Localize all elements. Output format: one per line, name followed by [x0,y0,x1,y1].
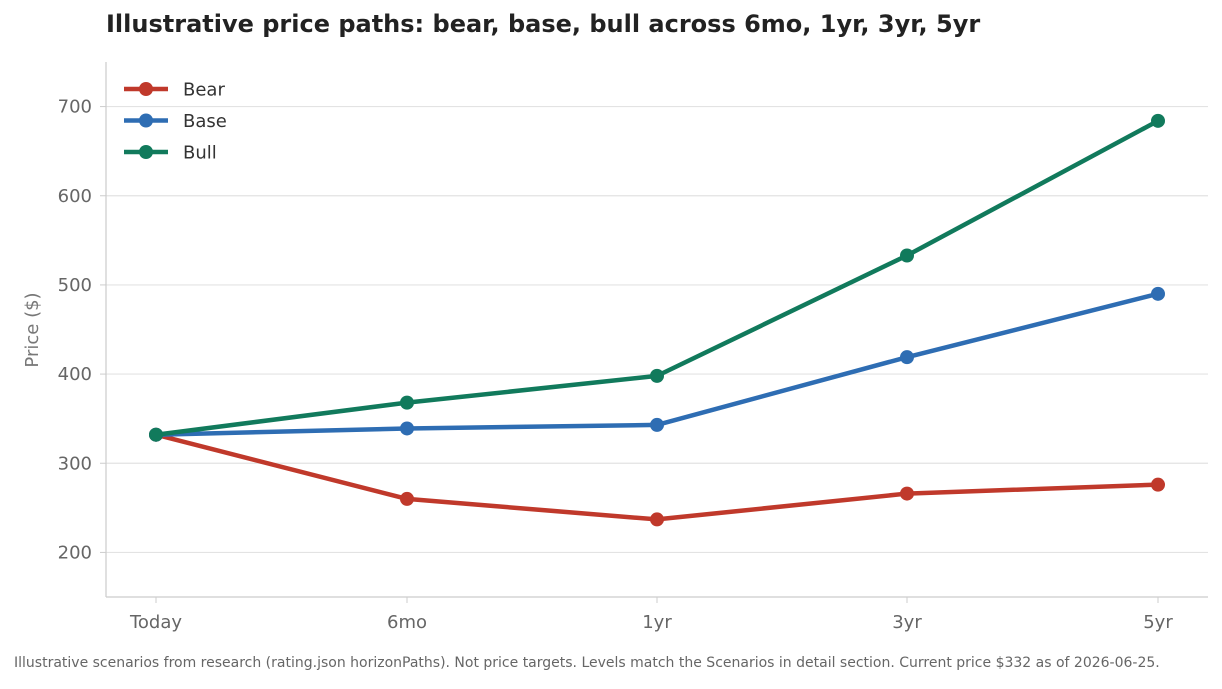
data-point-bear [1151,477,1165,492]
legend-label-base: Base [183,111,227,132]
legend: Bear Base Bull [124,80,227,164]
data-point-bull [900,248,914,263]
legend-marker-base [139,113,153,128]
x-tick-label: 6mo [387,612,427,633]
y-tick-labels: 200 300 400 500 600 700 [58,97,92,564]
series-line-bear [153,432,1161,522]
footnote: Illustrative scenarios from research (ra… [14,655,1160,671]
legend-marker-bull [139,145,153,159]
x-tick-label: Today [129,612,182,633]
data-point-bear [400,491,414,506]
data-point-bull [1151,113,1165,128]
x-tick-label: 5yr [1143,612,1173,633]
y-tick-label: 500 [58,275,92,296]
y-tick-label: 600 [58,186,92,207]
y-tick-label: 700 [58,97,92,118]
data-point-base [1151,286,1165,301]
gridlines [100,105,1208,554]
y-axis-label: Price ($) [22,292,43,367]
data-point-bear [650,512,664,527]
data-point-bull [149,427,163,442]
chart-title: Illustrative price paths: bear, base, bu… [106,10,981,38]
data-point-bull [400,395,414,410]
y-tick-label: 200 [58,542,92,563]
x-tick-labels: Today 6mo 1yr 3yr 5yr [129,597,1173,633]
data-point-base [900,350,914,365]
legend-label-bull: Bull [183,143,217,164]
data-point-bull [650,368,664,383]
y-tick-label: 300 [58,453,92,474]
series-line-bull [153,118,1161,437]
data-point-bear [900,486,914,501]
data-point-base [650,417,664,432]
y-tick-label: 400 [58,364,92,385]
x-tick-label: 1yr [642,612,672,633]
data-point-base [400,421,414,436]
legend-label-bear: Bear [183,80,225,101]
legend-marker-bear [139,82,153,96]
series-group [149,113,1165,527]
x-tick-label: 3yr [892,612,922,633]
